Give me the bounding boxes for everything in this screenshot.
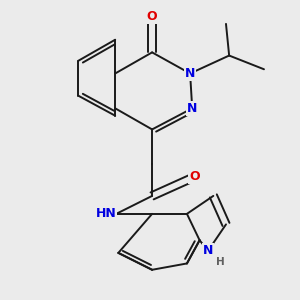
Text: H: H bbox=[216, 257, 225, 267]
Text: O: O bbox=[147, 10, 158, 23]
Text: N: N bbox=[185, 67, 195, 80]
Text: N: N bbox=[187, 102, 197, 115]
Text: O: O bbox=[189, 170, 200, 183]
Text: HN: HN bbox=[95, 207, 116, 220]
Text: N: N bbox=[203, 244, 213, 257]
